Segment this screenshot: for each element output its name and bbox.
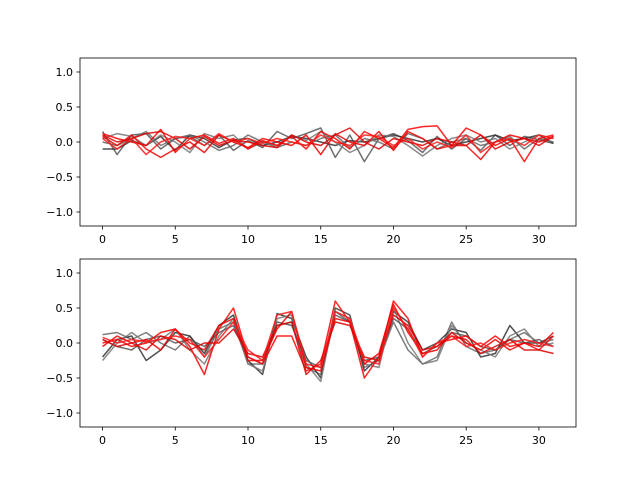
- y-tick-label: −1.0: [46, 206, 73, 219]
- series-line-6: [102, 303, 554, 372]
- x-tick-label: 30: [532, 233, 546, 246]
- series-group: [101, 300, 554, 383]
- series-line-8: [102, 307, 554, 369]
- x-tick-label: 20: [386, 233, 400, 246]
- x-tick-label: 25: [459, 233, 473, 246]
- axes-panel-2: 0 5 10 15 20 25 30 −1.0 −0.5 0.0 0.5 1.0: [46, 258, 577, 447]
- x-tick-label: 30: [532, 434, 546, 447]
- axes-panel-1: 0 5 10 15 20 25 30 −1.0 −0.5 0.0 0.5 1.0: [46, 57, 577, 246]
- y-tick-label: 0.0: [56, 136, 74, 149]
- x-tick-label: 20: [386, 434, 400, 447]
- y-tick-label: −1.0: [46, 407, 73, 420]
- y-tick-label: 0.5: [56, 101, 74, 114]
- series-line-6: [102, 130, 554, 161]
- series-group: [101, 125, 554, 163]
- x-tick-label: 5: [172, 233, 179, 246]
- y-tick-label: 1.0: [56, 267, 74, 280]
- x-tick-label: 15: [314, 434, 328, 447]
- y-tick-label: 1.0: [56, 66, 74, 79]
- x-tick-label: 0: [99, 233, 106, 246]
- y-tick-label: 0.0: [56, 337, 74, 350]
- y-tick-label: 0.5: [56, 302, 74, 315]
- x-tick-label: 5: [172, 434, 179, 447]
- y-tick-label: −0.5: [46, 372, 73, 385]
- series-line-5: [102, 125, 554, 163]
- series-line-7: [102, 127, 554, 150]
- x-tick-label: 0: [99, 434, 106, 447]
- series-line-8: [102, 132, 554, 156]
- x-tick-label: 10: [241, 233, 255, 246]
- series-line-4: [102, 130, 554, 152]
- y-tick-label: −0.5: [46, 171, 73, 184]
- x-tick-label: 10: [241, 434, 255, 447]
- x-tick-label: 15: [314, 233, 328, 246]
- x-tick-label: 25: [459, 434, 473, 447]
